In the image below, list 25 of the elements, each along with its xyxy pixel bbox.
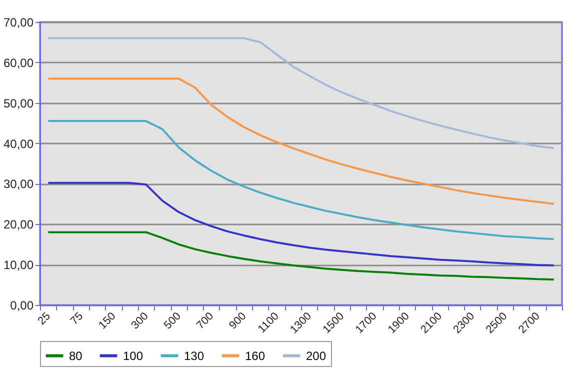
line-series bbox=[47, 78, 555, 205]
line-series bbox=[47, 37, 555, 150]
y-tick-label: 0,00 bbox=[10, 298, 34, 312]
y-tick-label: 60,00 bbox=[3, 56, 34, 70]
legend-label: 160 bbox=[245, 348, 266, 363]
y-tick-label: 40,00 bbox=[3, 136, 34, 151]
legend-label: 100 bbox=[123, 348, 144, 363]
x-tick-label: 25 bbox=[36, 310, 53, 328]
x-tick-label: 75 bbox=[68, 310, 86, 328]
y-tick-label: 10,00 bbox=[3, 258, 34, 272]
x-tick-label: 150 bbox=[96, 310, 118, 332]
y-tick-label: 50,00 bbox=[3, 96, 34, 110]
line-series bbox=[47, 182, 555, 266]
y-tick-label: 70,00 bbox=[3, 16, 34, 30]
line-series bbox=[47, 231, 555, 281]
legend-label: 130 bbox=[184, 348, 204, 363]
x-tick-label: 300 bbox=[129, 310, 151, 332]
x-tick-label: 900 bbox=[227, 310, 249, 332]
legend-label: 80 bbox=[69, 348, 83, 363]
y-tick-label: 20,00 bbox=[3, 218, 34, 232]
y-tick-label: 30,00 bbox=[3, 177, 34, 192]
x-tick-label: 500 bbox=[162, 310, 184, 332]
line-series bbox=[47, 120, 555, 240]
legend-label: 200 bbox=[306, 348, 326, 363]
x-tick-label: 700 bbox=[194, 310, 216, 332]
